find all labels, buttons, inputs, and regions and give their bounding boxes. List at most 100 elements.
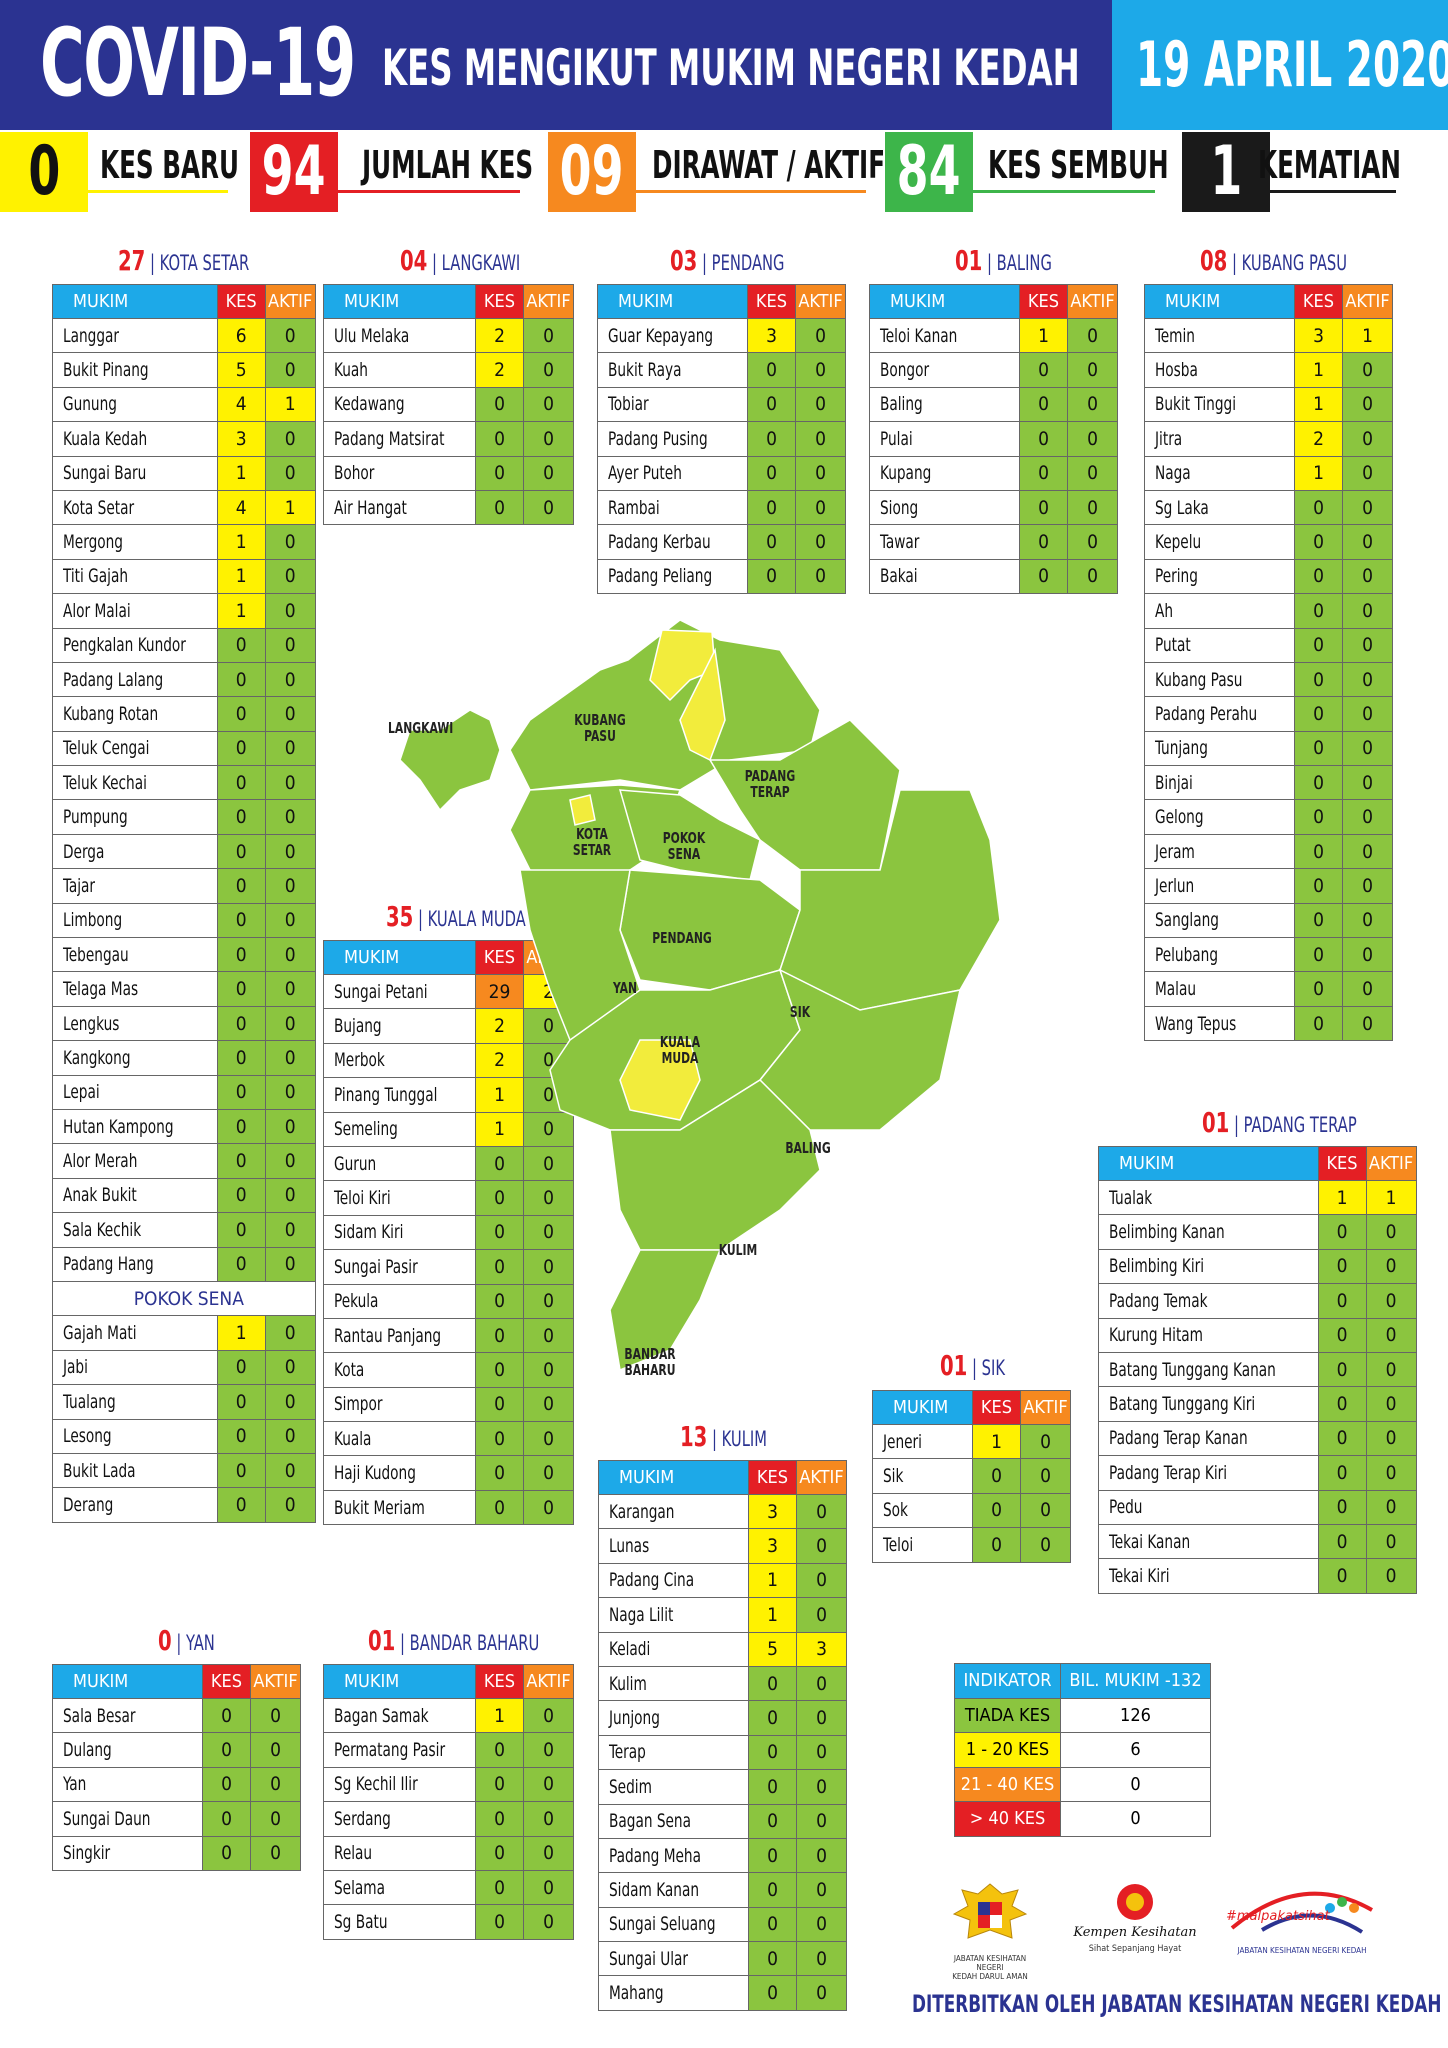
mukim-name: Semeling [323, 1111, 476, 1147]
mukim-name: Lesong [52, 1418, 218, 1454]
aktif-value: 0 [523, 1801, 574, 1837]
district-title-pendang: 03 | PENDANG [670, 244, 785, 277]
kes-value: 1 [216, 455, 266, 491]
aktif-value: 0 [1342, 1005, 1393, 1042]
mukim-table-sik: MUKIM KES AKTIF Jeneri 1 0 Sik 0 0 Sok 0 0 Teloi 0 0 [872, 1390, 1071, 1563]
table-row: Sungai Ular 0 0 [598, 1941, 847, 1977]
column-header-ke: KES [972, 1390, 1021, 1425]
mukim-name: Teloi [872, 1527, 973, 1563]
mukim-name: Teloi Kanan [869, 317, 1020, 354]
table-row: Tobiar 0 0 [597, 386, 846, 423]
map-label: YAN [612, 979, 638, 997]
aktif-value: 0 [795, 317, 846, 354]
aktif-value: 1 [264, 489, 316, 526]
mukim-name: Pedu [1098, 1489, 1319, 1525]
table-row: Langgar 6 0 [52, 317, 316, 354]
kes-value: 0 [747, 524, 796, 560]
mukim-name: Kuala [323, 1421, 476, 1457]
kes-value: 0 [748, 1872, 797, 1908]
jkn2-caption: JABATAN KESIHATAN NEGERI KEDAH [1237, 1946, 1367, 1955]
mukim-name: Tawar [869, 524, 1020, 560]
mukim-name: Gajah Mati [52, 1315, 218, 1351]
kes-value: 0 [1294, 593, 1343, 629]
kes-value: 0 [748, 1734, 797, 1771]
aktif-value: 0 [264, 1384, 316, 1420]
kes-value: 6 [216, 317, 266, 354]
kes-value: 1 [216, 524, 266, 560]
kes-value: 0 [1317, 1317, 1367, 1353]
kes-value: 0 [1317, 1558, 1367, 1594]
table-row: Yan 0 0 [52, 1766, 301, 1803]
kes-value: 3 [748, 1493, 797, 1530]
table-row: Kuah 2 0 [323, 352, 574, 388]
table-row: Serdang 0 0 [323, 1801, 574, 1837]
aktif-value: 0 [523, 1732, 574, 1768]
aktif-value: 0 [1067, 317, 1118, 354]
column-header-mu: MUKIM [52, 284, 218, 319]
malpakatsihat-logo: #malpakatsihat JABATAN KESIHATAN NEGERI … [1222, 1880, 1382, 1970]
mukim-name: Gunung [52, 386, 218, 423]
table-row: Sok 0 0 [872, 1492, 1071, 1529]
table-row: Tajar 0 0 [52, 868, 316, 904]
aktif-value: 0 [264, 558, 316, 595]
table-row: Baling 0 0 [869, 386, 1118, 423]
table-row: Karangan 3 0 [598, 1493, 847, 1530]
kes-value: 1 [216, 558, 266, 595]
mukim-name: Tekai Kanan [1098, 1523, 1319, 1560]
mukim-name: Batang Tunggang Kiri [1098, 1386, 1319, 1422]
table-row: Teloi 0 0 [872, 1527, 1071, 1563]
aktif-value: 0 [1342, 489, 1393, 526]
map-label: KUBANG PASU [574, 711, 626, 745]
table-row: Bukit Tinggi 1 0 [1144, 386, 1393, 423]
aktif-value: 0 [264, 1005, 316, 1042]
svg-text:Kempen Kesihatan: Kempen Kesihatan [1072, 1925, 1196, 1940]
kes-value: 0 [216, 1143, 266, 1179]
aktif-value: 0 [1067, 386, 1118, 423]
aktif-value: 0 [264, 1108, 316, 1145]
table-row: Padang Terap Kiri 0 0 [1098, 1455, 1417, 1491]
table-row: Air Hangat 0 0 [323, 489, 574, 526]
aktif-value: 0 [795, 558, 846, 595]
aktif-value: 0 [250, 1801, 301, 1837]
mukim-name: Sungai Ular [598, 1941, 749, 1977]
aktif-value: 0 [796, 1700, 847, 1736]
column-header-ak: AKTIF [796, 1460, 847, 1495]
mukim-name: Kota [323, 1352, 476, 1388]
mukim-name: Lunas [598, 1528, 749, 1564]
kes-value: 0 [748, 1975, 797, 2011]
kes-value: 0 [216, 937, 266, 973]
aktif-value: 0 [264, 421, 316, 457]
mukim-name: Lepai [52, 1074, 218, 1110]
aktif-value: 0 [523, 1386, 574, 1423]
table-row: Mahang 0 0 [598, 1975, 847, 2011]
table-row: Sedim 0 0 [598, 1769, 847, 1805]
legend-row: 1 - 20 KES 6 [954, 1732, 1211, 1768]
table-row: Jeram 0 0 [1144, 833, 1393, 870]
kes-value: 0 [1294, 833, 1343, 870]
map-region [509, 619, 821, 791]
district-title-bandar-baharu: 01 | BANDAR BAHARU [368, 1624, 540, 1657]
aktif-value: 0 [1342, 696, 1393, 732]
table-row: Rantau Panjang 0 0 [323, 1317, 574, 1354]
kes-value: 0 [216, 696, 266, 732]
table-row: Padang Perahu 0 0 [1144, 696, 1393, 732]
kes-value: 0 [216, 661, 266, 698]
aktif-value: 0 [795, 524, 846, 560]
kes-value: 3 [747, 317, 796, 354]
kes-value: 0 [216, 1074, 266, 1110]
aktif-value: 0 [1067, 455, 1118, 491]
mukim-name: Tunjang [1144, 730, 1295, 767]
column-header-ak: AKTIF [1365, 1146, 1417, 1181]
mukim-name: Jitra [1144, 421, 1295, 457]
kes-value: 0 [747, 352, 796, 388]
mukim-name: Dulang [52, 1732, 203, 1768]
aktif-value: 0 [264, 971, 316, 1007]
mukim-table-pendang: MUKIM KES AKTIF Guar Kepayang 3 0 Bukit Raya 0 0… [597, 284, 846, 595]
map-region [609, 1249, 722, 1372]
aktif-value: 0 [1342, 524, 1393, 560]
aktif-value: 0 [1342, 868, 1393, 904]
mukim-name: Kubang Pasu [1144, 661, 1295, 698]
table-row: Permatang Pasir 0 0 [323, 1732, 574, 1768]
aktif-value: 0 [795, 421, 846, 457]
stat-label-1: KES BARU [100, 143, 239, 187]
